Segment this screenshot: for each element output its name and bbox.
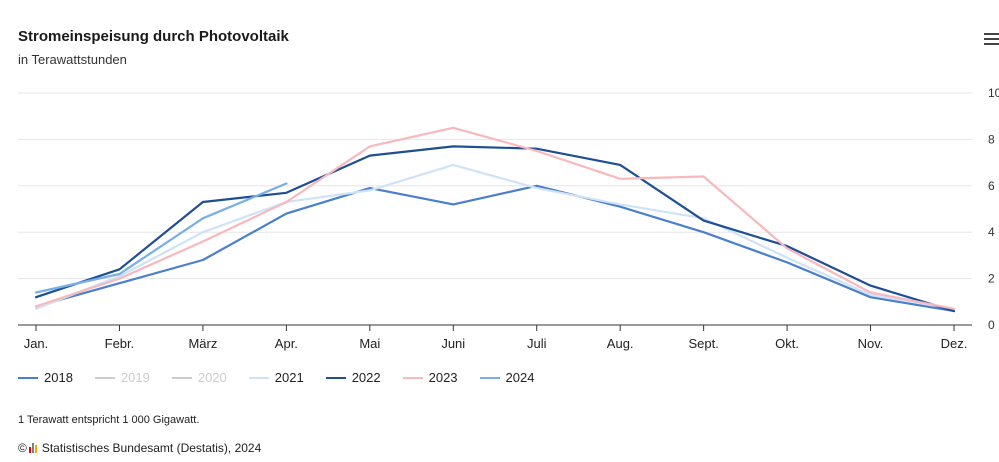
legend-swatch [248, 376, 269, 379]
x-tick-label: Dez. [941, 336, 968, 351]
x-tick-label: Okt. [775, 336, 799, 351]
legend-item-2021[interactable]: 2021 [248, 370, 304, 385]
y-tick-label: 2 [988, 272, 995, 286]
chart-legend: 2018 2019 2020 2021 2022 2023 2024 [18, 370, 556, 385]
legend-swatch [402, 376, 423, 379]
legend-label: 2019 [120, 370, 150, 385]
legend-label: 2022 [351, 370, 381, 385]
series-line-2018 [34, 184, 956, 313]
y-tick-label: 0 [988, 318, 995, 332]
x-tick-label: Jan. [24, 336, 49, 351]
y-tick-label: 8 [988, 132, 995, 146]
legend-item-2024[interactable]: 2024 [479, 370, 535, 385]
y-tick-label: 6 [988, 179, 995, 193]
line-chart: 0 2 4 6 8 10 Jan. Febr. März Apr. Mai Juni Juli Aug. S… [18, 86, 999, 351]
copyright-symbol: © [18, 441, 27, 455]
legend-label: 2023 [428, 370, 458, 385]
legend-label: 2021 [274, 370, 304, 385]
x-tick-label: Juli [527, 336, 547, 351]
series-line-2021 [34, 163, 956, 310]
x-tick-label: Juni [441, 336, 465, 351]
x-tick-label: Apr. [275, 336, 298, 351]
legend-item-2020[interactable]: 2020 [171, 370, 227, 385]
legend-swatch [171, 376, 192, 379]
legend-item-2023[interactable]: 2023 [402, 370, 458, 385]
legend-swatch [479, 376, 500, 379]
x-tick-label: Mai [359, 336, 380, 351]
footnote: 1 Terawatt entspricht 1 000 Gigawatt. [18, 414, 200, 426]
legend-label: 2020 [197, 370, 227, 385]
series-line-2022 [34, 145, 956, 313]
legend-swatch [94, 376, 115, 379]
credit-text: Statistisches Bundesamt (Destatis), 2024 [41, 441, 262, 455]
x-tick-label: Nov. [858, 336, 884, 351]
legend-item-2019[interactable]: 2019 [94, 370, 150, 385]
source-credit: © Statistisches Bundesamt (Destatis), 20… [18, 441, 261, 455]
legend-swatch [325, 376, 346, 379]
x-tick-label: März [188, 336, 217, 351]
x-tick-label: Sept. [688, 336, 718, 351]
hamburger-menu-icon[interactable] [984, 33, 999, 46]
legend-item-2018[interactable]: 2018 [18, 370, 73, 385]
destatis-logo-icon [28, 443, 38, 453]
chart-subtitle: in Terawattstunden [18, 52, 127, 67]
y-tick-label: 4 [988, 225, 995, 239]
x-tick-label: Aug. [607, 336, 634, 351]
series-line-2024 [34, 182, 288, 294]
legend-swatch [18, 376, 38, 379]
chart-title: Stromeinspeisung durch Photovoltaik [18, 28, 289, 45]
legend-label: 2018 [44, 370, 73, 385]
legend-label: 2024 [505, 370, 535, 385]
x-tick-label: Febr. [105, 336, 135, 351]
y-tick-label: 10 [988, 86, 999, 100]
series-line-2023 [34, 126, 956, 310]
legend-item-2022[interactable]: 2022 [325, 370, 381, 385]
